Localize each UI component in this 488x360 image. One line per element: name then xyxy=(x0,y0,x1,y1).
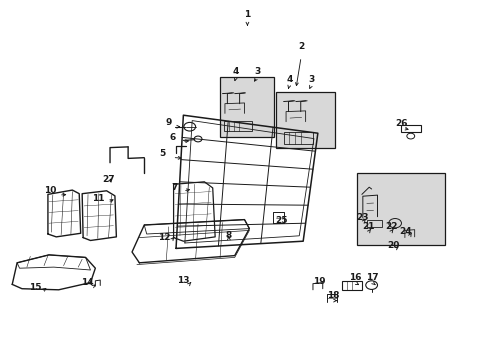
Text: 12: 12 xyxy=(157,233,170,242)
Text: 23: 23 xyxy=(356,213,368,222)
Bar xyxy=(224,121,251,131)
Bar xyxy=(400,125,420,132)
Text: 18: 18 xyxy=(326,292,339,300)
Text: 14: 14 xyxy=(81,278,93,287)
Text: 7: 7 xyxy=(171,183,178,192)
Text: 27: 27 xyxy=(102,175,115,184)
Text: 9: 9 xyxy=(165,118,172,127)
Text: 11: 11 xyxy=(92,194,105,203)
Bar xyxy=(220,77,273,137)
Text: 21: 21 xyxy=(362,222,374,231)
Bar xyxy=(342,281,361,290)
Text: 3: 3 xyxy=(254,68,260,77)
Text: 25: 25 xyxy=(274,216,287,225)
Text: 19: 19 xyxy=(312,277,325,286)
Bar xyxy=(366,220,382,227)
Text: 1: 1 xyxy=(244,10,250,19)
Text: 4: 4 xyxy=(232,68,239,77)
Bar xyxy=(283,132,312,144)
Text: 3: 3 xyxy=(308,76,314,85)
Text: 24: 24 xyxy=(399,227,411,236)
Text: 2: 2 xyxy=(298,42,304,51)
Text: 22: 22 xyxy=(384,222,397,231)
Text: 5: 5 xyxy=(160,149,165,158)
Text: 26: 26 xyxy=(395,118,407,127)
Text: 17: 17 xyxy=(366,274,378,282)
Bar xyxy=(356,173,444,245)
Text: 6: 6 xyxy=(169,133,175,142)
Text: 10: 10 xyxy=(43,186,56,195)
Text: 4: 4 xyxy=(285,76,292,85)
Text: 13: 13 xyxy=(177,276,189,284)
Text: 20: 20 xyxy=(386,241,399,250)
Bar xyxy=(276,92,334,148)
Text: 16: 16 xyxy=(348,274,361,282)
Text: 15: 15 xyxy=(29,284,41,292)
Text: 8: 8 xyxy=(225,231,231,240)
